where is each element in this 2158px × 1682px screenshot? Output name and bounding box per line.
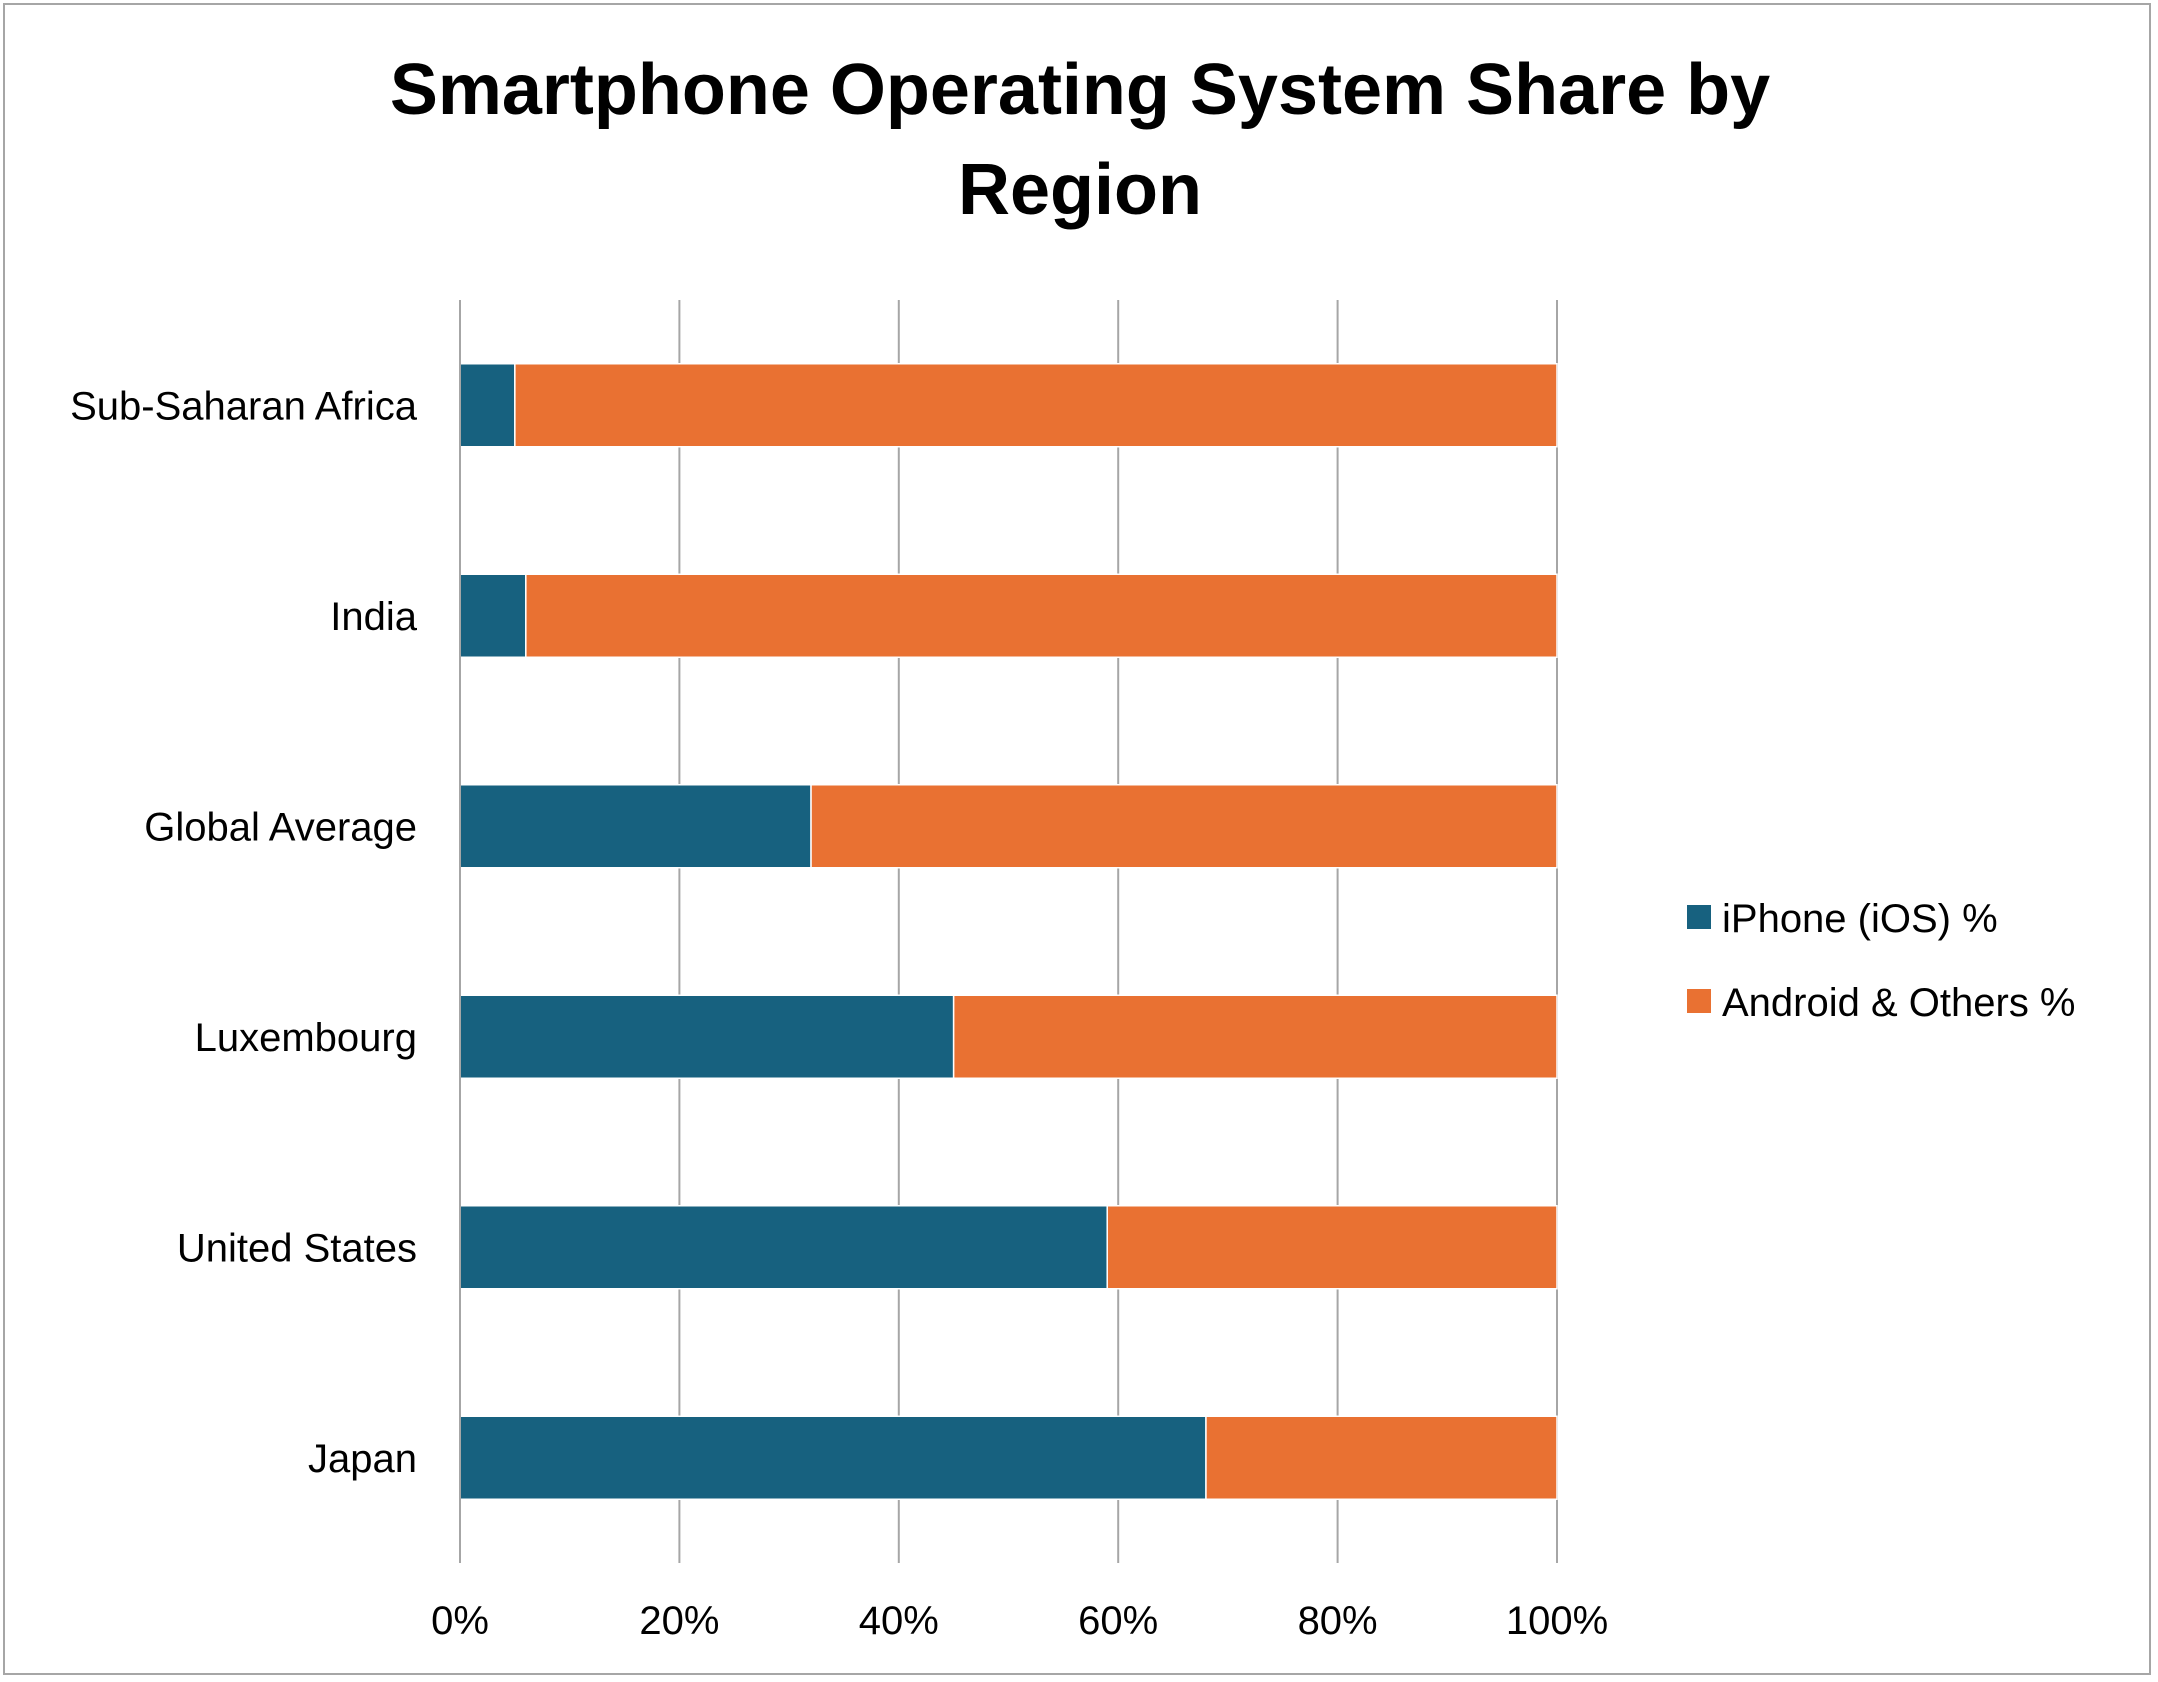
tick-labels: 0% 20% 40% 60% 80% 100% (431, 1599, 1608, 1643)
bar-segment-ios (459, 1205, 1108, 1290)
x-tick-label: 100% (1506, 1599, 1608, 1643)
category-labels: Sub-Saharan Africa India Global Average Lux… (70, 384, 418, 1481)
legend-label: Android & Others % (1722, 981, 2076, 1025)
x-tick-label: 40% (859, 1599, 939, 1643)
legend-label: iPhone (iOS) % (1722, 897, 1998, 941)
chart-title: Smartphone Operating System Share by Reg… (389, 50, 1771, 230)
bar-segment-android (525, 573, 1558, 658)
bar-segment-android (1205, 1415, 1558, 1500)
legend-swatch (1687, 989, 1711, 1013)
category-label: Sub-Saharan Africa (70, 384, 418, 428)
x-tick-label: 20% (639, 1599, 719, 1643)
category-label: India (330, 595, 417, 639)
bars (459, 363, 1558, 1500)
x-tick-label: 60% (1078, 1599, 1158, 1643)
category-label: Luxembourg (195, 1016, 417, 1060)
x-tick-label: 80% (1298, 1599, 1378, 1643)
bar-segment-ios (459, 573, 527, 658)
bar-segment-ios (459, 994, 955, 1079)
category-label: Global Average (144, 805, 417, 849)
bar-segment-android (1106, 1205, 1558, 1290)
category-label: Japan (308, 1437, 417, 1481)
category-label: United States (177, 1226, 417, 1270)
x-tick-label: 0% (431, 1599, 489, 1643)
bar-segment-android (810, 784, 1558, 869)
bar-segment-ios (459, 784, 812, 869)
bar-segment-android (952, 994, 1558, 1079)
bar-segment-ios (459, 1415, 1207, 1500)
legend: iPhone (iOS) % Android & Others % (1687, 897, 2076, 1025)
bar-segment-android (514, 363, 1558, 448)
legend-swatch (1687, 905, 1711, 929)
bar-segment-ios (459, 363, 516, 448)
gridlines (678, 300, 1558, 1563)
